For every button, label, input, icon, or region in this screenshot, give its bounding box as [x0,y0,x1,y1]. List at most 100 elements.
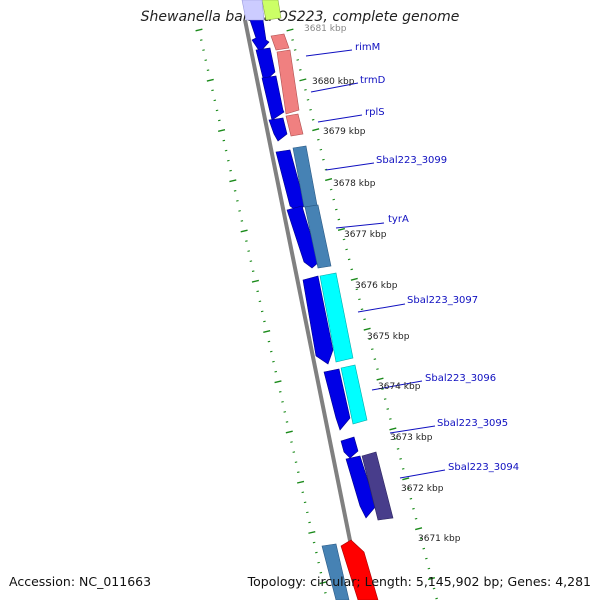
map-title: Shewanella baltica OS223, complete genom… [140,9,460,25]
cds-arrow-tyrA [286,205,320,269]
tick-label: 3680 kbp [312,77,355,87]
outer-tick [256,290,259,293]
outer-tick [308,521,311,524]
cds-arrow-3097 [302,275,334,365]
rplS-block [285,113,304,137]
tick-label: 3672 kbp [401,484,444,494]
cds-arrow-3094 [345,455,377,519]
inner-tick [306,98,310,101]
tick-label: 3676 kbp [355,281,398,291]
inner-tick [409,497,413,500]
inner-tick [299,78,307,82]
gene-label-leaders [305,49,446,479]
inner-tick [363,318,366,321]
gene-label-rplS: rplS [365,107,385,118]
bottom-steelblue-block [321,543,350,600]
outer-tick [306,511,309,514]
outer-tick [281,401,284,403]
inner-tick [376,377,384,381]
inner-tick [309,108,312,111]
tick-label: 3681 kbp [304,24,347,34]
outer-tick [229,169,232,172]
inner-tick [311,118,315,121]
accession-label: Accession: NC_011663 [9,574,152,589]
outer-tick [285,421,289,423]
inner-tick [383,398,387,400]
rimM-block [270,33,290,51]
backbone-line [243,19,364,600]
inner-tick [360,308,364,311]
outer-tick [213,99,217,102]
outer-tick [227,159,230,162]
inner-tick [402,477,410,481]
outer-tick [240,220,244,222]
outer-tick [278,390,282,393]
tick-labels: 3681 kbp 3680 kbp 3679 kbp 3678 kbp 3677… [304,24,461,544]
outer-tick [247,250,250,252]
inner-tick [296,59,300,61]
inner-tick [399,458,402,460]
inner-tick [312,128,320,132]
outer-tick [206,69,210,71]
gene-label-sbal3096: Sbal223_3096 [425,373,496,384]
outer-tick [308,531,316,534]
outer-tick [251,270,255,272]
outer-tick [195,28,203,32]
tick-label: 3679 kbp [323,127,366,137]
tyrA-block [304,204,332,269]
outer-tick [267,340,271,343]
outer-tick [218,119,221,122]
outer-tick [263,330,271,333]
outer-tick-marks [195,28,327,594]
gene-label-sbal3097: Sbal223_3097 [407,295,478,306]
inner-tick [304,89,307,91]
inner-tick [422,547,426,550]
inner-tick [373,358,377,360]
inner-tick [427,567,431,570]
gene-label-tyrA: tyrA [388,214,409,225]
top-yellow-green-block [261,0,282,21]
gene-label-sbal3099: Sbal223_3099 [376,155,447,166]
outer-tick [229,179,237,183]
inner-tick [332,198,336,201]
forward-cds-track [249,19,377,519]
tick-label: 3674 kbp [378,382,421,392]
outer-tick [263,320,266,323]
inner-tick [432,587,436,590]
cds-arrow-a [249,19,270,53]
outer-tick [236,200,239,202]
inner-tick [350,268,354,271]
inner-tick [427,576,436,581]
inner-tick [386,408,390,410]
inner-tick-marks [286,28,438,600]
outer-tick [290,441,293,443]
outer-tick [272,360,275,363]
outer-tick [269,350,273,353]
inner-tick [298,69,302,71]
inner-tick [322,158,325,161]
outer-tick [206,78,214,82]
inner-tick [389,427,397,431]
outer-tick [215,109,219,112]
inner-tick [337,218,341,221]
inner-tick [342,238,346,241]
outer-tick [249,260,253,262]
outer-tick [301,491,305,494]
inner-tick [358,298,361,301]
outer-tick [238,210,241,212]
outer-tick [296,480,305,484]
genome-summary: Topology: circular; Length: 5,145,902 bp… [247,574,591,589]
tick-label: 3678 kbp [333,179,376,189]
outer-tick [317,561,320,564]
inner-tick [363,327,371,331]
inner-tick [407,487,410,490]
outer-tick [315,551,318,554]
inner-tick [347,258,351,261]
tick-label: 3673 kbp [390,433,433,443]
sbal3096-block [340,364,368,425]
inner-tick [334,208,338,211]
inner-tick [376,368,379,370]
outer-tick [285,430,293,434]
inner-tick [291,39,294,41]
